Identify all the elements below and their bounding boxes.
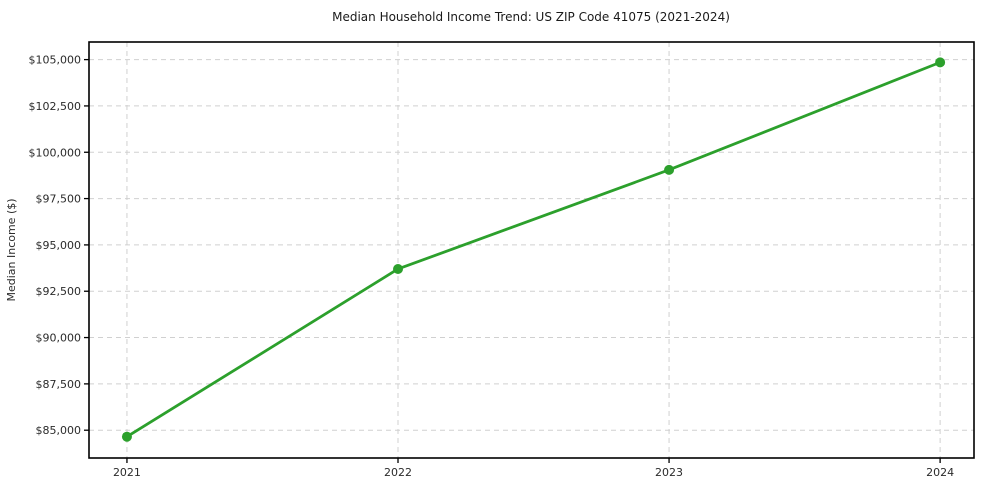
y-tick-label: $87,500 xyxy=(36,378,82,391)
data-point xyxy=(121,431,132,442)
tick-label-layer: $85,000 $87,500 $90,000 $92,500 $95,000 $97,5… xyxy=(29,54,955,479)
data-point xyxy=(935,57,946,68)
y-tick-label: $105,000 xyxy=(29,54,82,67)
y-tick-label: $85,000 xyxy=(36,424,82,437)
y-tick-label: $102,500 xyxy=(29,100,82,113)
chart-title: Median Household Income Trend: US ZIP Co… xyxy=(332,10,730,24)
gridline-layer xyxy=(89,42,974,458)
y-tick-label: $100,000 xyxy=(29,146,82,159)
y-tick-label: $92,500 xyxy=(36,285,82,298)
x-tick-label: 2022 xyxy=(384,466,412,479)
y-axis-label: Median Income ($) xyxy=(5,198,18,301)
axis-tick-layer xyxy=(84,58,941,463)
series-layer xyxy=(121,57,946,442)
x-tick-label: 2021 xyxy=(113,466,141,479)
y-tick-label: $90,000 xyxy=(36,332,82,345)
x-tick-label: 2024 xyxy=(926,466,954,479)
data-point xyxy=(664,164,675,175)
trend-line xyxy=(125,60,942,439)
y-tick-label: $95,000 xyxy=(36,239,82,252)
data-point xyxy=(393,263,404,274)
y-tick-label: $97,500 xyxy=(36,193,82,206)
x-tick-label: 2023 xyxy=(655,466,683,479)
plot-border xyxy=(88,41,975,459)
